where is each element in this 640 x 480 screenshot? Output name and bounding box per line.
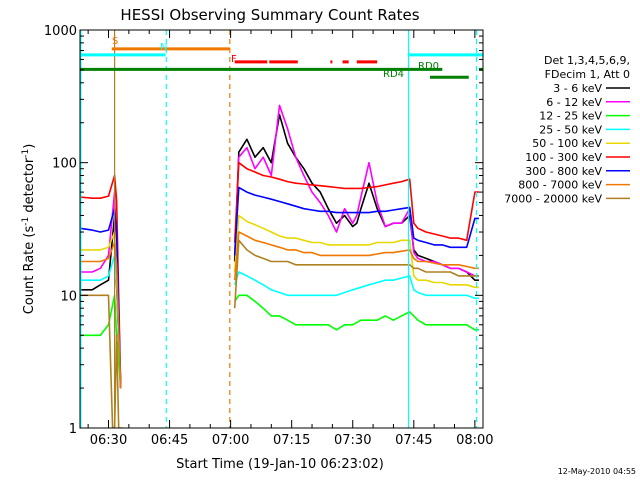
legend-entry-label: 25 - 50 keV — [539, 123, 602, 136]
x-axis-ticks: 06:30 06:45 07:00 07:15 07:30 07:45 08:00 — [87, 30, 494, 448]
footer-date: 12-May-2010 04:55 — [558, 467, 636, 476]
series-line-3 — [80, 294, 479, 389]
vline-layer — [80, 30, 478, 428]
rd4-label: RD4 — [383, 69, 404, 80]
legend-entry-label: 800 - 7000 keV — [518, 179, 602, 192]
x-tick-label: 07:30 — [334, 433, 371, 448]
y-tick-label: 1000 — [44, 24, 77, 39]
legend-entry-label: 12 - 25 keV — [539, 110, 602, 123]
legend-entry-label: 7000 - 20000 keV — [504, 192, 602, 205]
legend-header-decimation: FDecim 1, Att 0 — [545, 68, 630, 81]
legend: Det 1,3,4,5,6,9, FDecim 1, Att 0 3 - 6 k… — [504, 54, 630, 205]
rd0-label: RD0 — [418, 61, 439, 72]
series-line-8 — [80, 231, 479, 389]
x-tick-label: 06:45 — [151, 433, 188, 448]
night-label: N — [160, 42, 167, 53]
x-tick-label: 08:00 — [456, 433, 493, 448]
series-line-1 — [80, 113, 479, 389]
legend-entry-label: 300 - 800 keV — [525, 165, 602, 178]
flare-label: F — [231, 54, 237, 65]
x-tick-label: 07:45 — [395, 433, 432, 448]
series-layer — [80, 104, 479, 428]
y-axis-label: Count Rate (s-1 detector-1) — [21, 144, 37, 315]
x-axis-label: Start Time (19-Jan-10 06:23:02) — [176, 457, 384, 472]
x-tick-label: 07:15 — [273, 433, 310, 448]
chart-title: HESSI Observing Summary Count Rates — [120, 6, 419, 24]
y-tick-label: 10 — [60, 289, 77, 304]
series-line-6 — [80, 161, 479, 389]
x-tick-label: 07:00 — [212, 433, 249, 448]
legend-entry-label: 3 - 6 keV — [553, 82, 602, 95]
series-line-9 — [80, 239, 479, 428]
y-tick-label: 1 — [69, 422, 77, 437]
saa-label: S — [112, 36, 118, 47]
legend-entry-label: 6 - 12 keV — [546, 96, 602, 109]
legend-entry-label: 50 - 100 keV — [532, 137, 602, 150]
plot-frame — [79, 29, 484, 429]
status-bar-layer — [80, 47, 483, 79]
series-line-7 — [80, 186, 479, 389]
x-tick-label: 06:30 — [90, 433, 127, 448]
y-tick-label: 100 — [52, 157, 77, 172]
y-axis-ticks: 1 10 100 1000 — [44, 24, 483, 437]
legend-entry-label: 100 - 300 keV — [525, 151, 602, 164]
legend-header-detectors: Det 1,3,4,5,6,9, — [544, 54, 630, 67]
